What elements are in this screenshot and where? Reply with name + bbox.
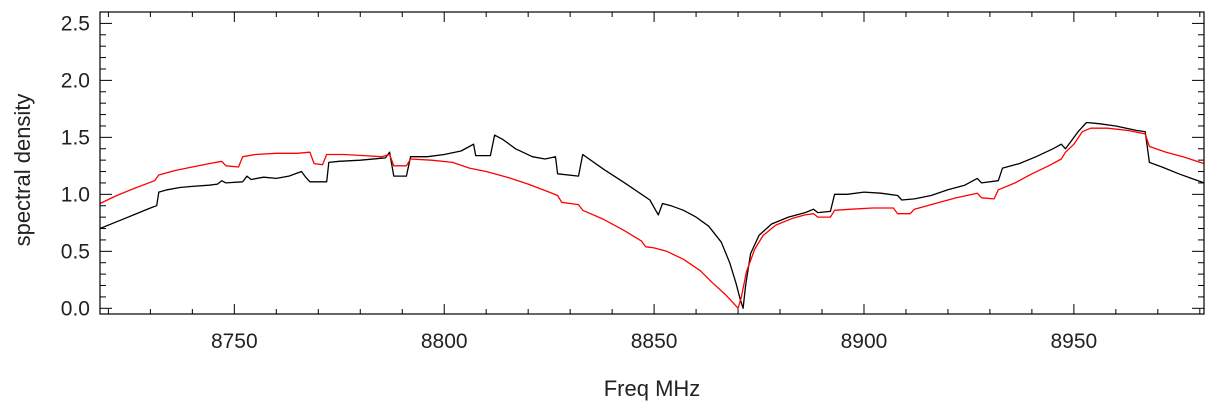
series-layer (99, 121, 1205, 309)
x-tick-label: 8950 (1051, 330, 1098, 353)
x-tick-label: 8800 (421, 330, 468, 353)
x-axis-title: Freq MHz (604, 376, 701, 401)
series-line-2 (99, 127, 1205, 309)
plot-frame (99, 11, 1205, 315)
x-tick-label: 8850 (631, 330, 678, 353)
y-tick-label: 1.0 (61, 183, 90, 206)
y-tick-label: 2.0 (61, 69, 90, 92)
y-tick-label: 1.5 (61, 126, 90, 149)
y-axis-title: spectral density (10, 94, 35, 247)
x-tick-label: 8900 (841, 330, 888, 353)
y-tick-label: 2.5 (61, 12, 90, 35)
axis-ticks (100, 12, 1204, 314)
axis-tick-labels: 8750 8800 8850 8900 8950 0.0 0.5 1.0 1.5 2.0 2.5 (61, 12, 1097, 353)
series-line-1 (99, 121, 1205, 309)
x-tick-label: 8750 (211, 330, 258, 353)
y-tick-label: 0.0 (61, 297, 90, 320)
y-tick-label: 0.5 (61, 240, 90, 263)
